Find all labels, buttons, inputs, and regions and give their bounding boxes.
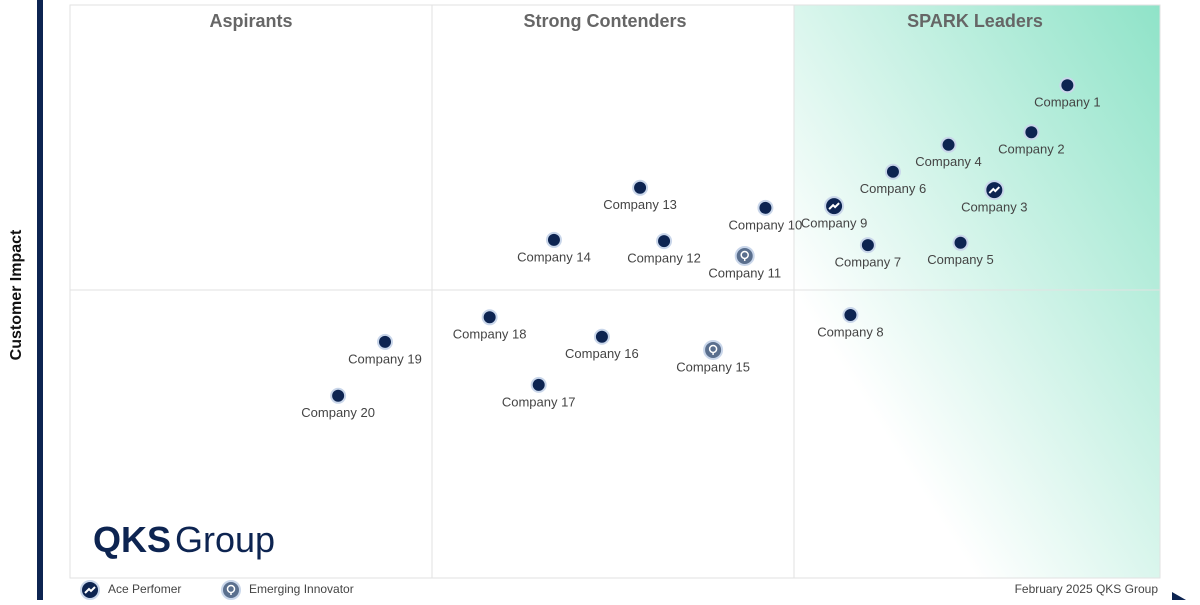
point-label: Company 11 — [708, 265, 781, 280]
emerging-icon — [740, 250, 749, 260]
point-label: Company 14 — [517, 249, 591, 264]
legend-label: Emerging Innovator — [249, 582, 354, 596]
logo-bold: QKS — [93, 519, 171, 560]
point-label: Company 20 — [301, 405, 375, 420]
ace-icon — [988, 186, 1001, 194]
point-label: Company 12 — [627, 251, 701, 266]
plot-frame — [69, 4, 1161, 579]
point — [656, 233, 673, 250]
emerging-marker — [703, 339, 724, 360]
point — [884, 163, 901, 180]
point — [330, 387, 347, 404]
emerging-icon — [226, 584, 236, 594]
point — [481, 309, 498, 326]
leader-zone — [794, 5, 1160, 578]
point — [545, 231, 562, 248]
point — [842, 306, 859, 323]
point — [632, 179, 649, 196]
point-label: Company 15 — [676, 359, 750, 374]
emerging-icon — [708, 344, 718, 354]
axis-arrow — [1172, 592, 1186, 600]
point — [1023, 124, 1040, 141]
point-label: Company 5 — [927, 252, 993, 267]
quadrant-label: Strong Contenders — [523, 11, 686, 31]
point-label: Company 10 — [729, 217, 803, 232]
point-label: Company 8 — [817, 324, 883, 339]
point — [530, 376, 547, 393]
point — [859, 237, 876, 254]
quadrant-label: Aspirants — [209, 11, 292, 31]
point — [593, 328, 610, 345]
point-label: Company 1 — [1034, 95, 1100, 110]
point-label: Company 9 — [801, 216, 867, 231]
point-label: Company 16 — [565, 346, 639, 361]
point-label: Company 18 — [453, 327, 527, 342]
emerging-marker — [221, 580, 241, 600]
point-label: Company 7 — [835, 255, 901, 270]
point-label: Company 17 — [502, 394, 576, 409]
quadrant-label: SPARK Leaders — [907, 11, 1043, 31]
point-label: Company 3 — [961, 200, 1027, 215]
point — [952, 234, 969, 251]
footer: February 2025 QKS Group — [1015, 582, 1159, 596]
point — [377, 333, 394, 350]
point — [757, 199, 774, 216]
y-axis-label: Customer Impact — [8, 229, 25, 360]
point — [940, 136, 957, 153]
logo: QKS Group — [93, 519, 275, 560]
point-label: Company 19 — [348, 351, 422, 366]
point-label: Company 6 — [860, 181, 926, 196]
logo-rest: Group — [175, 519, 275, 560]
emerging-marker — [734, 245, 755, 266]
ace-icon — [84, 586, 96, 594]
point-label: Company 2 — [998, 142, 1064, 157]
legend-label: Ace Perfomer — [108, 582, 181, 596]
point-label: Company 4 — [915, 154, 981, 169]
ace-icon — [828, 202, 840, 210]
point-label: Company 13 — [603, 197, 677, 212]
point — [1059, 77, 1076, 94]
